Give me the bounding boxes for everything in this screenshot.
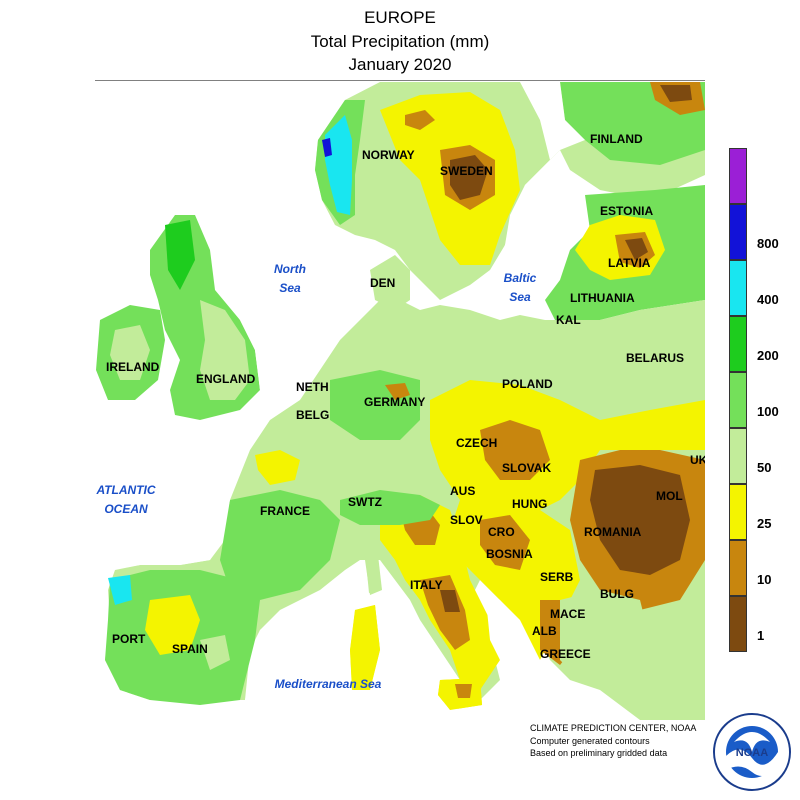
label-czech: CZECH (456, 436, 497, 450)
label-belg: BELG (296, 408, 329, 422)
legend-color-bar (729, 148, 747, 652)
label-baltic-sea-2: Sea (509, 290, 531, 304)
label-belarus: BELARUS (626, 351, 684, 365)
label-mol: MOL (656, 489, 683, 503)
label-bulg: BULG (600, 587, 634, 601)
legend-swatch (729, 428, 747, 484)
legend-swatch (729, 596, 747, 652)
label-north-sea-1: North (274, 262, 306, 276)
noaa-logo: NOAA (713, 713, 791, 791)
label-cro: CRO (488, 525, 515, 539)
label-estonia: ESTONIA (600, 204, 653, 218)
label-romania: ROMANIA (584, 525, 642, 539)
label-poland: POLAND (502, 377, 553, 391)
label-slovak: SLOVAK (502, 461, 551, 475)
label-atlantic-1: ATLANTIC (95, 483, 155, 497)
label-england: ENGLAND (196, 372, 256, 386)
legend-swatch (729, 204, 747, 260)
map-title: EUROPE (364, 8, 436, 27)
legend-label: 100 (757, 404, 779, 419)
label-mace: MACE (550, 607, 585, 621)
label-baltic-sea-1: Baltic (504, 271, 537, 285)
label-hung: HUNG (512, 497, 547, 511)
legend-swatch (729, 260, 747, 316)
label-serb: SERB (540, 570, 574, 584)
legend-swatch (729, 316, 747, 372)
label-neth: NETH (296, 380, 329, 394)
label-italy: ITALY (410, 578, 443, 592)
precipitation-map: FINLAND NORWAY SWEDEN ESTONIA LATVIA LIT… (95, 80, 705, 720)
label-swtz: SWTZ (348, 495, 382, 509)
credit-line-2: Computer generated contours (530, 736, 650, 746)
map-date: January 2020 (348, 55, 452, 74)
legend-label: 400 (757, 292, 779, 307)
label-alb: ALB (532, 624, 557, 638)
label-slov: SLOV (450, 513, 483, 527)
legend-label: 200 (757, 348, 779, 363)
legend-label: 800 (757, 236, 779, 251)
label-norway: NORWAY (362, 148, 415, 162)
label-finland: FINLAND (590, 132, 643, 146)
label-sweden: SWEDEN (440, 164, 493, 178)
credit-line-3: Based on preliminary gridded data (530, 748, 668, 758)
label-greece: GREECE (540, 647, 591, 661)
legend-swatch (729, 372, 747, 428)
legend-swatch (729, 148, 747, 204)
label-ireland: IRELAND (106, 360, 160, 374)
label-spain: SPAIN (172, 642, 208, 656)
label-den: DEN (370, 276, 395, 290)
legend-label: 1 (757, 628, 765, 643)
label-aus: AUS (450, 484, 475, 498)
label-mediterranean: Mediterranean Sea (275, 677, 382, 691)
label-atlantic-2: OCEAN (104, 502, 148, 516)
map-subtitle: Total Precipitation (mm) (310, 32, 490, 51)
label-germany: GERMANY (364, 395, 425, 409)
legend-label: 10 (757, 572, 772, 587)
label-lithuania: LITHUANIA (570, 291, 635, 305)
label-uk: UK (690, 453, 705, 467)
credit-line-1: CLIMATE PREDICTION CENTER, NOAA (530, 723, 697, 733)
legend-swatch (729, 540, 747, 596)
legend-label: 50 (757, 460, 772, 475)
legend-label: 25 (757, 516, 772, 531)
label-kal: KAL (556, 313, 581, 327)
label-france: FRANCE (260, 504, 310, 518)
label-bosnia: BOSNIA (486, 547, 533, 561)
label-latvia: LATVIA (608, 256, 651, 270)
legend-swatch (729, 484, 747, 540)
label-north-sea-2: Sea (279, 281, 301, 295)
logo-text: NOAA (736, 747, 768, 759)
label-port: PORT (112, 632, 146, 646)
